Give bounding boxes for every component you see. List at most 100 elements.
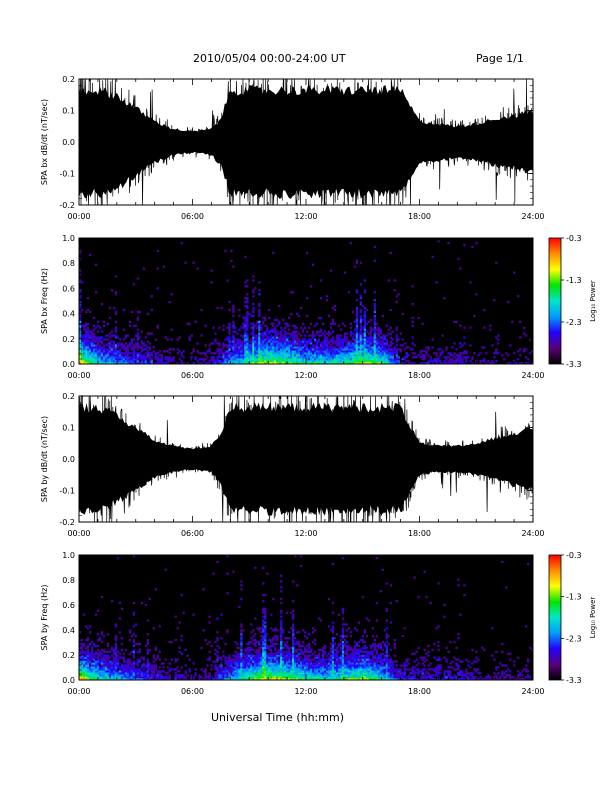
spectrogram-cell (94, 348, 98, 351)
spectrogram-cell (216, 358, 219, 361)
spectrogram-cell (349, 668, 353, 671)
y-tick-label: 0.4 (62, 310, 75, 319)
spectrogram-cell (349, 326, 353, 329)
spectrogram-cell (343, 672, 347, 675)
spectrogram-cell (268, 670, 271, 673)
spectrogram-cell (280, 352, 283, 355)
spectrogram-cell (266, 633, 269, 636)
spectrogram-cell (96, 656, 100, 659)
spectrogram-cell (246, 316, 249, 320)
spectrogram-cell (164, 672, 167, 675)
spectrogram-cell (232, 362, 235, 365)
spectrogram-cell (132, 654, 136, 657)
spectrogram-cell (250, 670, 253, 673)
spectrogram-cell (353, 650, 357, 653)
spectrogram-cell (90, 358, 94, 361)
spectrogram-cell (367, 354, 371, 357)
spectrogram-cell (268, 646, 271, 650)
spectrogram-cell (272, 666, 275, 669)
spectrogram-cell (172, 668, 175, 671)
spectrogram-cell (411, 316, 414, 320)
spectrogram-cell (122, 658, 126, 661)
spectrogram-cell (278, 322, 281, 325)
spectrogram-cell (242, 658, 245, 661)
spectrogram-cell (256, 346, 259, 349)
spectrogram-cell (280, 590, 283, 593)
spectrogram-cell (262, 668, 265, 671)
spectrogram-cell (206, 642, 209, 646)
spectrogram-cell (86, 336, 90, 339)
spectrogram-cell (254, 664, 257, 667)
spectrogram-cell (274, 627, 277, 630)
spectrogram-cell (345, 350, 349, 353)
spectrogram-cell (118, 338, 122, 341)
spectrogram-cell (331, 352, 335, 355)
spectrogram-cell (331, 362, 335, 365)
spectrogram-cell (455, 358, 458, 361)
spectrogram-cell (126, 658, 130, 661)
spectrogram-cell (383, 346, 386, 349)
spectrogram-cell (321, 340, 325, 343)
spectrogram-cell (333, 664, 337, 667)
spectrogram-cell (298, 664, 301, 667)
spectrogram-cell (290, 291, 293, 294)
spectrogram-cell (321, 362, 325, 365)
spectrogram-cell (228, 344, 231, 347)
spectrogram-cell (90, 668, 94, 671)
spectrogram-cell (244, 668, 247, 671)
spectrogram-cell (353, 662, 357, 665)
spectrogram-cell (96, 324, 100, 327)
spectrogram-cell (98, 336, 102, 339)
spectrogram-cell (353, 340, 357, 343)
spectrogram-cell (142, 674, 146, 677)
spectrogram-cell (351, 678, 355, 681)
spectrogram-cell (385, 338, 388, 341)
spectrogram-cell (90, 342, 94, 345)
spectrogram-cell (264, 324, 267, 327)
spectrogram-cell (339, 348, 343, 351)
spectrogram-cell (166, 338, 169, 341)
spectrogram-cell (128, 672, 132, 675)
spectrogram-cell (309, 358, 313, 361)
spectrogram-cell (369, 326, 373, 329)
spectrogram-cell (92, 676, 96, 679)
spectrogram-cell (375, 322, 378, 325)
spectrogram-cell (317, 330, 321, 333)
spectrogram-cell (222, 328, 225, 331)
spectrogram-cell (144, 348, 147, 351)
spectrogram-cell (94, 358, 98, 361)
spectrogram-cell (339, 342, 343, 345)
spectrogram-cell (264, 615, 267, 618)
spectrogram-cell (393, 348, 396, 351)
spectrogram-cell (300, 306, 303, 310)
spectrogram-cell (88, 344, 92, 347)
spectrogram-cell (369, 318, 373, 321)
spectrogram-cell (106, 670, 110, 673)
spectrogram-cell (212, 352, 215, 355)
spectrogram-cell (264, 642, 267, 646)
spectrogram-cell (262, 646, 265, 650)
spectrogram-cell (333, 322, 337, 325)
spectrogram-cell (132, 283, 136, 286)
spectrogram-cell (112, 306, 116, 310)
spectrogram-cell (100, 302, 104, 306)
spectrogram-cell (357, 362, 361, 365)
spectrogram-cell (369, 328, 373, 331)
spectrogram-cell (347, 342, 351, 345)
spectrogram-cell (325, 670, 329, 673)
spectrogram-cell (258, 334, 261, 337)
spectrogram-cell (296, 360, 299, 363)
spectrogram-cell (228, 672, 231, 675)
spectrogram-cell (240, 356, 243, 359)
spectrogram-cell (359, 340, 363, 343)
spectrogram-cell (266, 340, 269, 343)
spectrogram-cell (260, 652, 263, 655)
spectrogram-cell (94, 352, 98, 355)
spectrogram-cell (148, 664, 151, 667)
spectrogram-cell (264, 360, 267, 363)
spectrogram-cell (272, 662, 275, 665)
spectrogram-cell (323, 344, 327, 347)
spectrogram-cell (323, 650, 327, 653)
spectrogram-cell (198, 358, 201, 361)
x-tick-label: 18:00 (408, 529, 431, 538)
